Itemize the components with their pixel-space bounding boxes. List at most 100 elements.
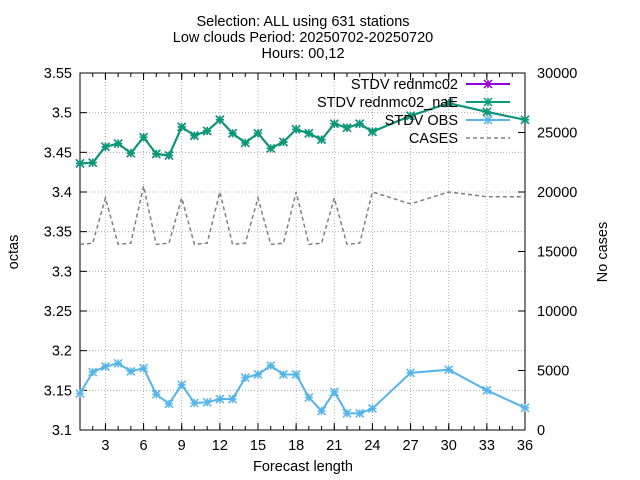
data-point [278, 137, 288, 147]
x-tick-label: 30 [441, 438, 457, 454]
data-point [177, 380, 187, 390]
data-point [100, 142, 110, 152]
data-point [253, 128, 263, 138]
data-point [189, 131, 199, 141]
tick-marks [79, 72, 526, 431]
data-point [253, 369, 263, 379]
data-point [266, 143, 276, 153]
data-point [228, 394, 238, 404]
data-point [202, 397, 212, 407]
data-point [444, 98, 454, 108]
data-point [177, 122, 187, 132]
data-point [164, 150, 174, 161]
y-tick-label: 3.2 [52, 344, 72, 360]
series-layer [75, 98, 530, 418]
data-point [342, 123, 352, 133]
x-tick-label: 18 [288, 438, 304, 454]
series-line [79, 362, 526, 415]
data-point [240, 138, 250, 148]
y-tick-label: 3.55 [44, 66, 72, 82]
legend-label: STDV OBS [385, 113, 458, 129]
data-point [520, 115, 530, 125]
data-point [278, 369, 288, 379]
data-point [100, 362, 110, 372]
data-point [151, 149, 161, 159]
y-tick-label: 3.35 [44, 225, 72, 241]
data-point [126, 148, 136, 158]
data-point [367, 127, 377, 137]
data-point [317, 135, 327, 145]
data-point [113, 139, 123, 149]
data-point [520, 403, 530, 413]
y2-tick-label: 10000 [537, 304, 577, 320]
y-tick-label: 3.25 [44, 304, 72, 320]
legend-label: STDV rednmc02 [351, 77, 458, 93]
tick-labels: 3.1 3.15 3.2 3.25 3.3 3.35 3.4 3.45 3.5 3.55 0 5000… [44, 66, 578, 454]
data-point [342, 408, 352, 418]
data-point [304, 392, 314, 403]
data-point [291, 369, 301, 379]
data-point [151, 389, 161, 399]
x-tick-label: 3 [101, 438, 109, 454]
x-tick-label: 24 [364, 438, 380, 454]
x-tick-label: 36 [517, 438, 533, 454]
chart-title-line-2: Low clouds Period: 20250702-20250720 [173, 30, 433, 46]
data-point [291, 124, 301, 134]
series-line [79, 185, 525, 246]
series-4 [79, 185, 525, 246]
x-tick-label: 21 [326, 438, 342, 454]
data-point [75, 388, 85, 399]
x-tick-label: 27 [403, 438, 419, 454]
y-axis-label: octas [6, 235, 22, 270]
legend-label: STDV rednmc02_naE [317, 95, 458, 111]
data-point [266, 361, 276, 371]
y-tick-label: 3.4 [52, 185, 72, 201]
data-point [88, 367, 98, 377]
data-point [406, 368, 416, 378]
chart-title-line-3: Hours: 00,12 [261, 46, 344, 62]
data-point [329, 119, 339, 129]
legend-marker [483, 115, 493, 125]
x-tick-label: 6 [140, 438, 148, 454]
y-tick-label: 3.45 [44, 145, 72, 161]
y2-tick-label: 25000 [537, 126, 577, 142]
y2-tick-label: 20000 [537, 185, 577, 201]
series-line [79, 102, 526, 165]
data-point [317, 406, 327, 416]
data-point [126, 366, 136, 376]
y-tick-label: 3.1 [52, 423, 72, 439]
x-tick-label: 15 [250, 438, 266, 454]
data-point [406, 111, 416, 121]
x-tick-label: 12 [212, 438, 228, 454]
y2-tick-label: 0 [537, 423, 545, 439]
data-point [240, 373, 250, 383]
y2-axis-label: No cases [595, 222, 611, 282]
legend: STDV rednmc02 STDV rednmc02_naE STDV OBS CA… [317, 77, 510, 147]
data-point [75, 158, 85, 168]
data-point [444, 365, 454, 375]
series-2 [75, 98, 530, 168]
data-point [88, 158, 98, 168]
data-point [228, 128, 238, 138]
legend-marker [483, 79, 493, 89]
data-point [215, 115, 225, 125]
data-point [113, 358, 123, 368]
y2-tick-label: 30000 [537, 66, 577, 82]
data-point [139, 132, 149, 142]
series-3 [75, 358, 530, 418]
x-tick-label: 9 [178, 438, 186, 454]
x-tick-label: 33 [479, 438, 495, 454]
data-point [482, 107, 492, 117]
y2-tick-label: 5000 [537, 364, 569, 380]
data-point [355, 408, 365, 418]
y-tick-label: 3.15 [44, 383, 72, 399]
y-tick-label: 3.3 [52, 264, 72, 280]
legend-label: CASES [409, 131, 458, 147]
data-point [202, 126, 212, 136]
x-axis-label: Forecast length [253, 459, 353, 475]
data-point [189, 398, 199, 408]
chart-title-line-1: Selection: ALL using 631 stations [196, 14, 409, 30]
data-point [304, 128, 314, 138]
data-point [139, 363, 149, 373]
